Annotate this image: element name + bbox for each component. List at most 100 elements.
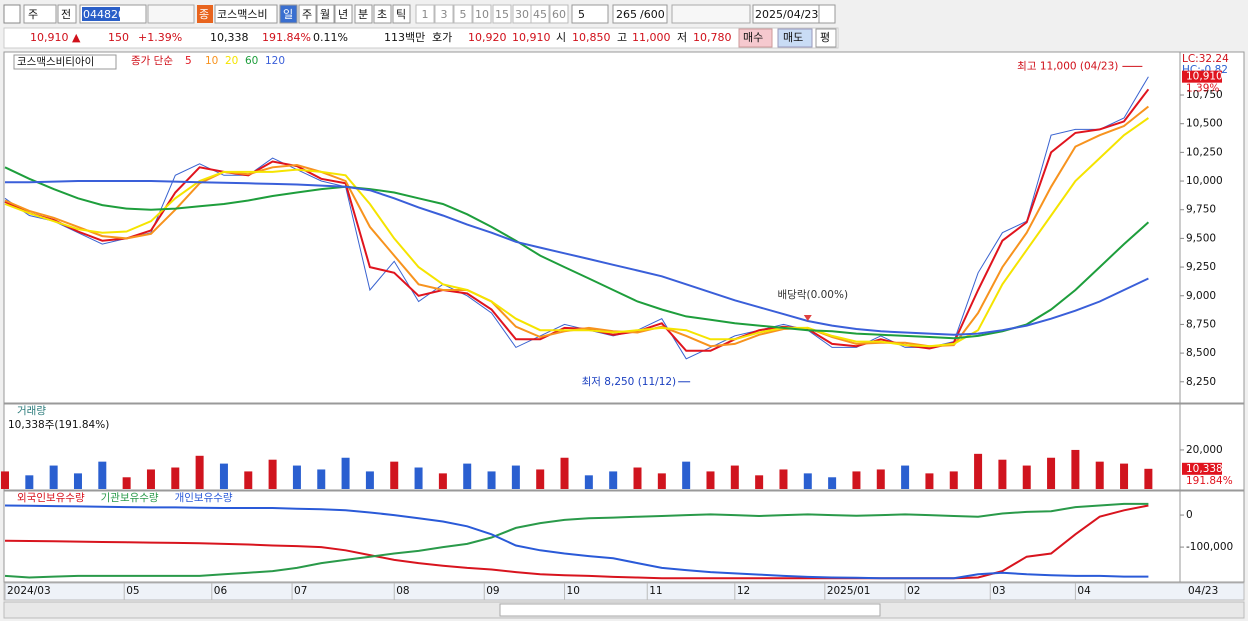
count-step: 5 [578,8,585,21]
period: 주 [302,8,312,21]
volume-bar [657,473,666,489]
count-box[interactable] [612,4,668,24]
legend-label: 종가 단순 [131,55,173,67]
prev-btn[interactable] [57,4,77,24]
ask: 10,920 [468,31,507,44]
last-date: 04/23 [1188,585,1218,597]
interval: 15 [495,8,509,21]
volume-bar [828,477,837,489]
interval-btn[interactable] [530,4,550,24]
x-tick-label: 05 [126,585,139,597]
volume-bar [901,465,910,489]
x-tick-label: 04 [1077,585,1091,597]
open: 10,850 [572,31,611,44]
legend-entry: 120 [265,55,285,67]
y-tick-label: -100,000 [1186,541,1233,553]
y-tick-label: 9,250 [1186,261,1216,273]
volume-bar [292,465,301,489]
volume-bar [244,471,253,489]
period-btn[interactable] [334,4,353,24]
count-max: /600 [640,8,665,21]
volume-bar [730,465,739,489]
volume-bar [706,471,715,489]
close-line [4,76,1149,360]
y-tick-label: 0 [1186,509,1193,521]
search-icons[interactable] [147,4,195,24]
volume-bar [122,477,131,489]
legend-entry: 기관보유수량 [101,492,159,504]
volume-bar [584,475,593,489]
last-value-box [1182,70,1222,83]
interval-btn[interactable] [453,4,473,24]
interval: 45 [533,8,547,21]
legend-entry: 외국인보유수량 [17,492,85,504]
interval-btn[interactable] [415,4,435,24]
scroll-thumb[interactable] [499,603,881,617]
interval: 60 [552,8,566,21]
period: 일 [283,7,293,21]
holdings-axis [1179,490,1245,583]
lc-label: LC:32.24 [1182,53,1229,65]
avg-btn[interactable] [815,28,837,48]
series-line [4,504,1149,580]
series-line [5,180,1149,336]
interval-btn[interactable] [434,4,454,24]
volume-bar [974,453,983,489]
period-btn[interactable] [279,4,298,24]
menu-icon[interactable] [3,4,21,24]
period-btn[interactable] [298,4,317,24]
series-line [4,166,1150,340]
interval-btn[interactable] [492,4,512,24]
y-tick-label: 10,250 [1186,146,1223,158]
volume-bar [1144,468,1153,489]
y-tick-label: 8,750 [1186,318,1216,330]
sell-btn[interactable] [777,28,813,48]
volume-bar [1095,461,1104,489]
tool-icons[interactable] [671,4,751,24]
last-change: 1.39% [1186,83,1219,95]
volume-bar [1,471,9,489]
name-box [214,4,278,24]
market: 주 [28,8,38,21]
volume-bar [1022,465,1031,489]
low: 10,780 [693,31,732,44]
buy-btn[interactable] [738,28,773,48]
quote-bar [3,27,839,49]
period-btn[interactable] [354,4,373,24]
volume-bar [560,457,569,489]
y-tick-label: 9,000 [1186,290,1216,302]
volume-bar [268,459,277,489]
last-value: 10,338 [1186,463,1223,475]
last-value: 10,910 [1186,71,1223,83]
volume-bar [536,469,545,489]
quote-label: 호가 [432,31,452,44]
bid: 10,910 [512,31,551,44]
interval-btn[interactable] [549,4,569,24]
interval: 30 [515,8,529,21]
annotation: 배당락(0.00%) [778,289,849,301]
legend-entry: 20 [225,55,238,67]
period: 틱 [396,8,406,21]
y-tick-label: 10,750 [1186,89,1223,101]
period-btn[interactable] [392,4,411,24]
volume-bar [876,469,885,489]
amount: 113백만 [384,31,425,44]
period: 분 [358,8,368,21]
period-btn[interactable] [316,4,335,24]
interval-btn[interactable] [472,4,492,24]
volume-ratio: 191.84% [262,31,311,44]
calendar[interactable] [818,4,836,24]
legend-entry: 개인보유수량 [175,492,233,504]
step-box[interactable] [571,4,609,24]
avg: 평 [820,31,830,44]
period-btn[interactable] [373,4,392,24]
volume-bar [852,471,861,489]
x-tick-label: 07 [294,585,307,597]
price: 10,910 ▲ [30,31,81,44]
market-select[interactable] [23,4,57,24]
interval: 10 [475,8,489,21]
x-axis-row [3,582,1245,601]
high: 11,000 [632,31,671,44]
change-pct: +1.39% [138,31,182,44]
